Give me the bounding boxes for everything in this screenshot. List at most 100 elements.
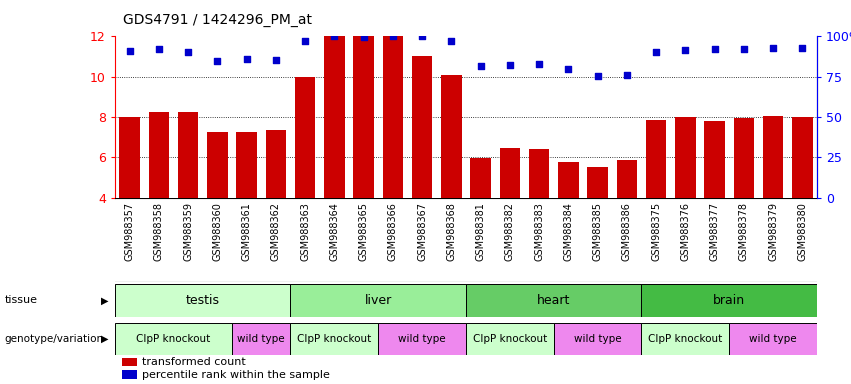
Bar	[587, 167, 608, 198]
Text: GDS4791 / 1424296_PM_at: GDS4791 / 1424296_PM_at	[123, 13, 312, 27]
Bar	[122, 358, 137, 366]
Text: GSM988376: GSM988376	[680, 202, 690, 261]
Text: tissue: tissue	[4, 295, 37, 306]
Point	[210, 58, 224, 64]
Text: GSM988375: GSM988375	[651, 202, 661, 261]
Text: GSM988359: GSM988359	[183, 202, 193, 261]
Text: wild type: wild type	[398, 334, 446, 344]
Point	[415, 33, 429, 40]
Text: GSM988362: GSM988362	[271, 202, 281, 261]
Point	[298, 38, 311, 44]
Bar	[729, 323, 817, 355]
Bar	[294, 77, 315, 198]
Point	[737, 46, 751, 52]
Point	[708, 46, 722, 52]
Text: GSM988367: GSM988367	[417, 202, 427, 261]
Bar	[324, 36, 345, 198]
Text: testis: testis	[186, 294, 220, 307]
Bar	[762, 116, 783, 198]
Text: GSM988368: GSM988368	[446, 202, 456, 261]
Bar	[237, 132, 257, 198]
Bar	[642, 284, 817, 317]
Bar	[115, 284, 290, 317]
Bar	[705, 121, 725, 198]
Bar	[290, 323, 378, 355]
Bar	[792, 117, 813, 198]
Bar	[528, 149, 549, 198]
Bar	[378, 323, 466, 355]
Bar	[122, 370, 137, 379]
Point	[532, 61, 545, 67]
Point	[796, 45, 809, 51]
Text: transformed count: transformed count	[141, 357, 245, 367]
Point	[620, 72, 634, 78]
Text: genotype/variation: genotype/variation	[4, 334, 103, 344]
Bar	[642, 323, 729, 355]
Bar	[383, 36, 403, 198]
Bar	[441, 75, 461, 198]
Bar	[231, 323, 290, 355]
Text: wild type: wild type	[749, 334, 797, 344]
Text: wild type: wild type	[237, 334, 285, 344]
Text: GSM988385: GSM988385	[592, 202, 603, 261]
Text: liver: liver	[364, 294, 391, 307]
Point	[357, 35, 370, 41]
Bar	[149, 112, 169, 198]
Text: GSM988380: GSM988380	[797, 202, 808, 261]
Text: GSM988365: GSM988365	[358, 202, 368, 261]
Bar	[500, 148, 520, 198]
Bar	[290, 284, 466, 317]
Text: ▶: ▶	[100, 295, 108, 306]
Text: ▶: ▶	[100, 334, 108, 344]
Text: GSM988377: GSM988377	[710, 202, 720, 261]
Point	[152, 46, 166, 52]
Text: GSM988363: GSM988363	[300, 202, 310, 261]
Bar	[466, 323, 554, 355]
Text: brain: brain	[713, 294, 745, 307]
Bar	[554, 323, 642, 355]
Text: ClpP knockout: ClpP knockout	[648, 334, 722, 344]
Text: GSM988360: GSM988360	[212, 202, 222, 261]
Text: GSM988378: GSM988378	[739, 202, 749, 261]
Text: GSM988357: GSM988357	[124, 202, 134, 261]
Text: GSM988383: GSM988383	[534, 202, 544, 261]
Point	[123, 48, 136, 54]
Point	[386, 33, 400, 40]
Text: GSM988358: GSM988358	[154, 202, 163, 261]
Text: GSM988384: GSM988384	[563, 202, 574, 261]
Point	[562, 66, 575, 72]
Text: GSM988382: GSM988382	[505, 202, 515, 261]
Bar	[617, 161, 637, 198]
Bar	[558, 162, 579, 198]
Bar	[646, 120, 666, 198]
Point	[649, 48, 663, 55]
Bar	[207, 132, 227, 198]
Text: heart: heart	[537, 294, 570, 307]
Text: percentile rank within the sample: percentile rank within the sample	[141, 370, 329, 380]
Text: ClpP knockout: ClpP knockout	[472, 334, 547, 344]
Point	[591, 73, 604, 79]
Bar	[115, 323, 231, 355]
Point	[328, 33, 341, 40]
Bar	[466, 284, 642, 317]
Text: ClpP knockout: ClpP knockout	[136, 334, 210, 344]
Point	[766, 45, 780, 51]
Bar	[675, 117, 695, 198]
Bar	[178, 112, 198, 198]
Text: GSM988386: GSM988386	[622, 202, 631, 261]
Bar	[412, 56, 432, 198]
Text: GSM988361: GSM988361	[242, 202, 252, 261]
Text: GSM988379: GSM988379	[768, 202, 778, 261]
Bar	[119, 117, 140, 198]
Bar	[353, 36, 374, 198]
Point	[503, 62, 517, 68]
Text: ClpP knockout: ClpP knockout	[297, 334, 371, 344]
Point	[474, 63, 488, 69]
Point	[444, 38, 458, 44]
Text: GSM988366: GSM988366	[388, 202, 397, 261]
Text: GSM988364: GSM988364	[329, 202, 340, 261]
Text: wild type: wild type	[574, 334, 621, 344]
Point	[269, 56, 283, 63]
Point	[240, 56, 254, 62]
Point	[678, 46, 692, 53]
